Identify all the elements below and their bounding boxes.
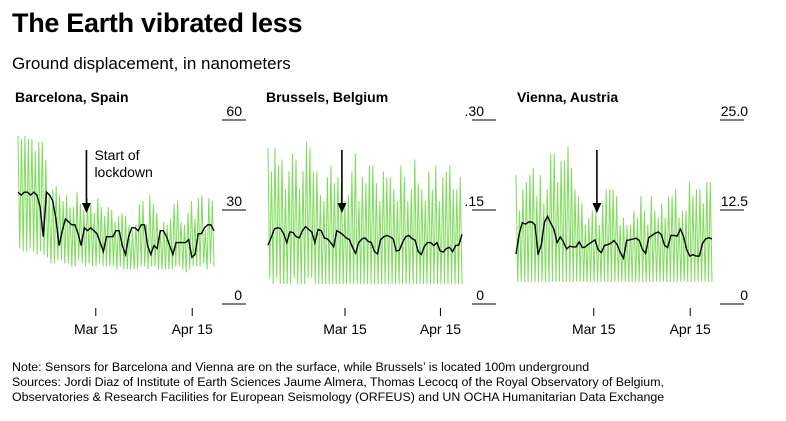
lockdown-arrow-head [337, 203, 347, 213]
y-tick-label: .15 [465, 193, 485, 209]
x-tick-label: Mar 15 [572, 321, 616, 337]
panel-title-vienna: Vienna, Austria [517, 89, 619, 105]
chart-subtitle: Ground displacement, in nanometers [12, 54, 291, 73]
raw-displacement-line [267, 141, 463, 285]
smoothed-displacement-line [515, 214, 713, 261]
lockdown-annotation: Start of [94, 147, 139, 163]
sources-line-continued: Observatories & Research Facilities for … [12, 390, 665, 404]
x-tick-label: Apr 15 [670, 321, 711, 337]
lockdown-annotation: lockdown [94, 164, 152, 180]
y-tick-label: .30 [465, 103, 485, 119]
note-and-sources: Note: Sensors for Barcelona and Vienna a… [12, 360, 664, 405]
y-tick-label: 0 [740, 287, 748, 303]
lockdown-arrow-head [81, 203, 91, 213]
y-tick-label: 25.0 [721, 103, 748, 119]
x-tick-label: Mar 15 [74, 321, 118, 337]
panel-title-brussels: Brussels, Belgium [266, 89, 389, 105]
y-tick-label: 0 [234, 287, 242, 303]
x-tick-label: Mar 15 [323, 321, 367, 337]
y-tick-label: 60 [226, 103, 242, 119]
note-line: Note: Sensors for Barcelona and Vienna a… [12, 360, 590, 374]
raw-displacement-line [17, 135, 215, 273]
smoothed-displacement-line [267, 225, 463, 256]
y-tick-label: 12.5 [721, 193, 748, 209]
panel-title-barcelona: Barcelona, Spain [15, 89, 129, 105]
x-tick-label: Apr 15 [420, 321, 461, 337]
sources-line: Sources: Jordi Diaz of Institute of Eart… [12, 375, 664, 389]
y-tick-label: 0 [476, 287, 484, 303]
lockdown-arrow-head [592, 203, 602, 213]
x-tick-label: Apr 15 [172, 321, 213, 337]
raw-displacement-line [515, 146, 713, 282]
chart-title: The Earth vibrated less [12, 8, 303, 38]
y-tick-label: 30 [226, 193, 242, 209]
smoothed-displacement-line [17, 190, 215, 259]
